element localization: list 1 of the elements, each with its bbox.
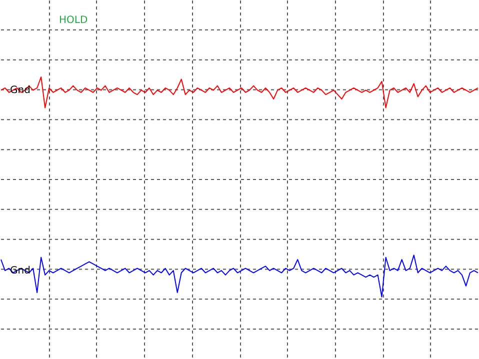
- text: HOLD: [59, 15, 88, 26]
